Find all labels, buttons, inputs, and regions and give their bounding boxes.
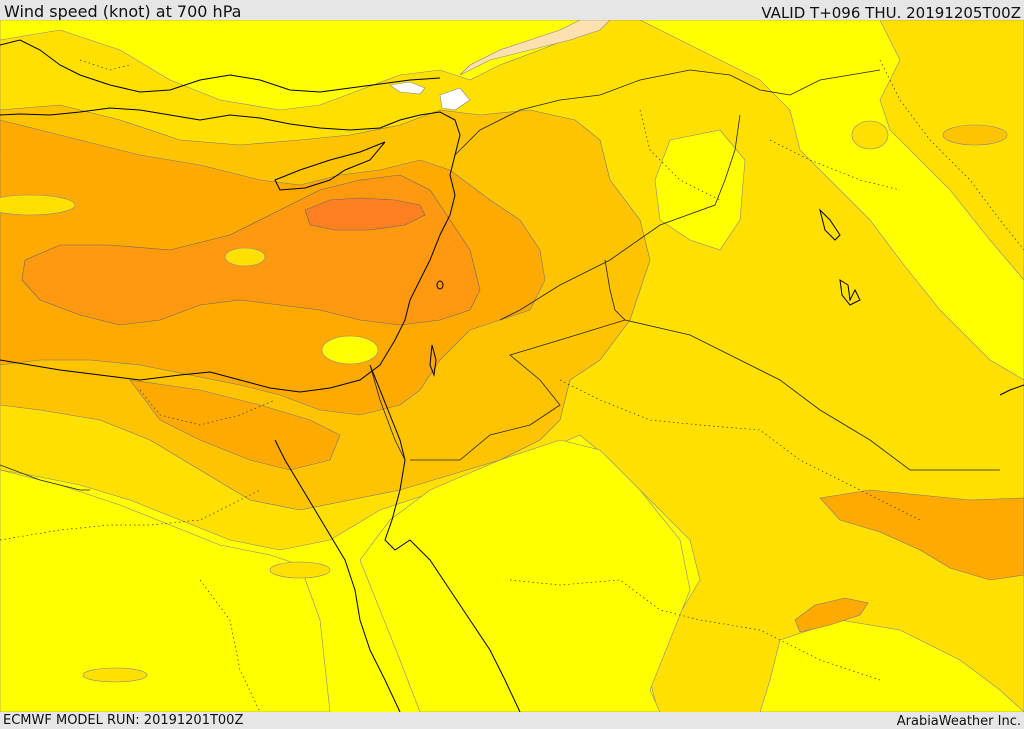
qatar-bahrain bbox=[839, 279, 861, 306]
valid-time-label: VALID T+096 THU. 20191205T00Z bbox=[761, 4, 1021, 22]
header-bar: Wind speed (knot) at 700 hPa VALID T+096… bbox=[0, 0, 1024, 22]
coastline-med bbox=[0, 107, 461, 393]
border-line bbox=[454, 69, 881, 156]
band-lightest-spot-2 bbox=[439, 87, 471, 111]
cyprus-outline bbox=[274, 141, 386, 191]
internal-boundary bbox=[139, 389, 276, 426]
band-1-speck bbox=[224, 247, 266, 267]
border-line bbox=[499, 114, 741, 321]
lake-outline bbox=[436, 280, 444, 290]
band-1-speck bbox=[851, 120, 889, 150]
lake-east bbox=[819, 208, 841, 241]
internal-boundary bbox=[509, 579, 881, 681]
band-1-pocket-east bbox=[654, 129, 746, 251]
band-4-south-lobe bbox=[129, 379, 341, 471]
band-1-pocket-farsoutheast bbox=[759, 619, 1024, 712]
band-4-southeast-blob bbox=[794, 597, 869, 633]
coastline-gulf bbox=[999, 384, 1024, 396]
model-run-label: ECMWF MODEL RUN: 20191201T00Z bbox=[3, 713, 244, 728]
border-line bbox=[0, 464, 90, 491]
band-1-speck bbox=[0, 194, 76, 216]
band-1-pocket-south bbox=[359, 439, 691, 712]
border-line bbox=[410, 259, 626, 461]
band-1-pocket-southwest bbox=[0, 469, 331, 712]
coastline-red-sea-east bbox=[384, 459, 521, 712]
border-line bbox=[369, 364, 406, 461]
border-line bbox=[624, 319, 1000, 471]
internal-boundary bbox=[79, 59, 131, 71]
footer-bar: ECMWF MODEL RUN: 20191201T00Z ArabiaWeat… bbox=[0, 712, 1024, 729]
coastline-north bbox=[0, 39, 441, 93]
band-1-pocket-northeast bbox=[639, 20, 1024, 381]
band-1-speck bbox=[942, 124, 1008, 146]
band-1-speck bbox=[269, 561, 331, 579]
band-light-north bbox=[459, 20, 611, 76]
band-4-east bbox=[819, 489, 1024, 581]
credit-label: ArabiaWeather Inc. bbox=[896, 714, 1021, 729]
band-lightest-spot bbox=[389, 81, 426, 95]
wind-speed-map bbox=[0, 20, 1024, 712]
band-1-speck bbox=[321, 335, 379, 365]
coastline-red-sea bbox=[274, 439, 401, 712]
dead-sea-outline bbox=[429, 344, 437, 377]
coastline-sinai bbox=[369, 364, 406, 461]
band-1-speck bbox=[82, 667, 148, 683]
map-panel bbox=[0, 20, 1024, 712]
internal-boundary bbox=[879, 59, 1024, 251]
band-6-core bbox=[304, 197, 426, 231]
map-title: Wind speed (knot) at 700 hPa bbox=[4, 2, 242, 21]
